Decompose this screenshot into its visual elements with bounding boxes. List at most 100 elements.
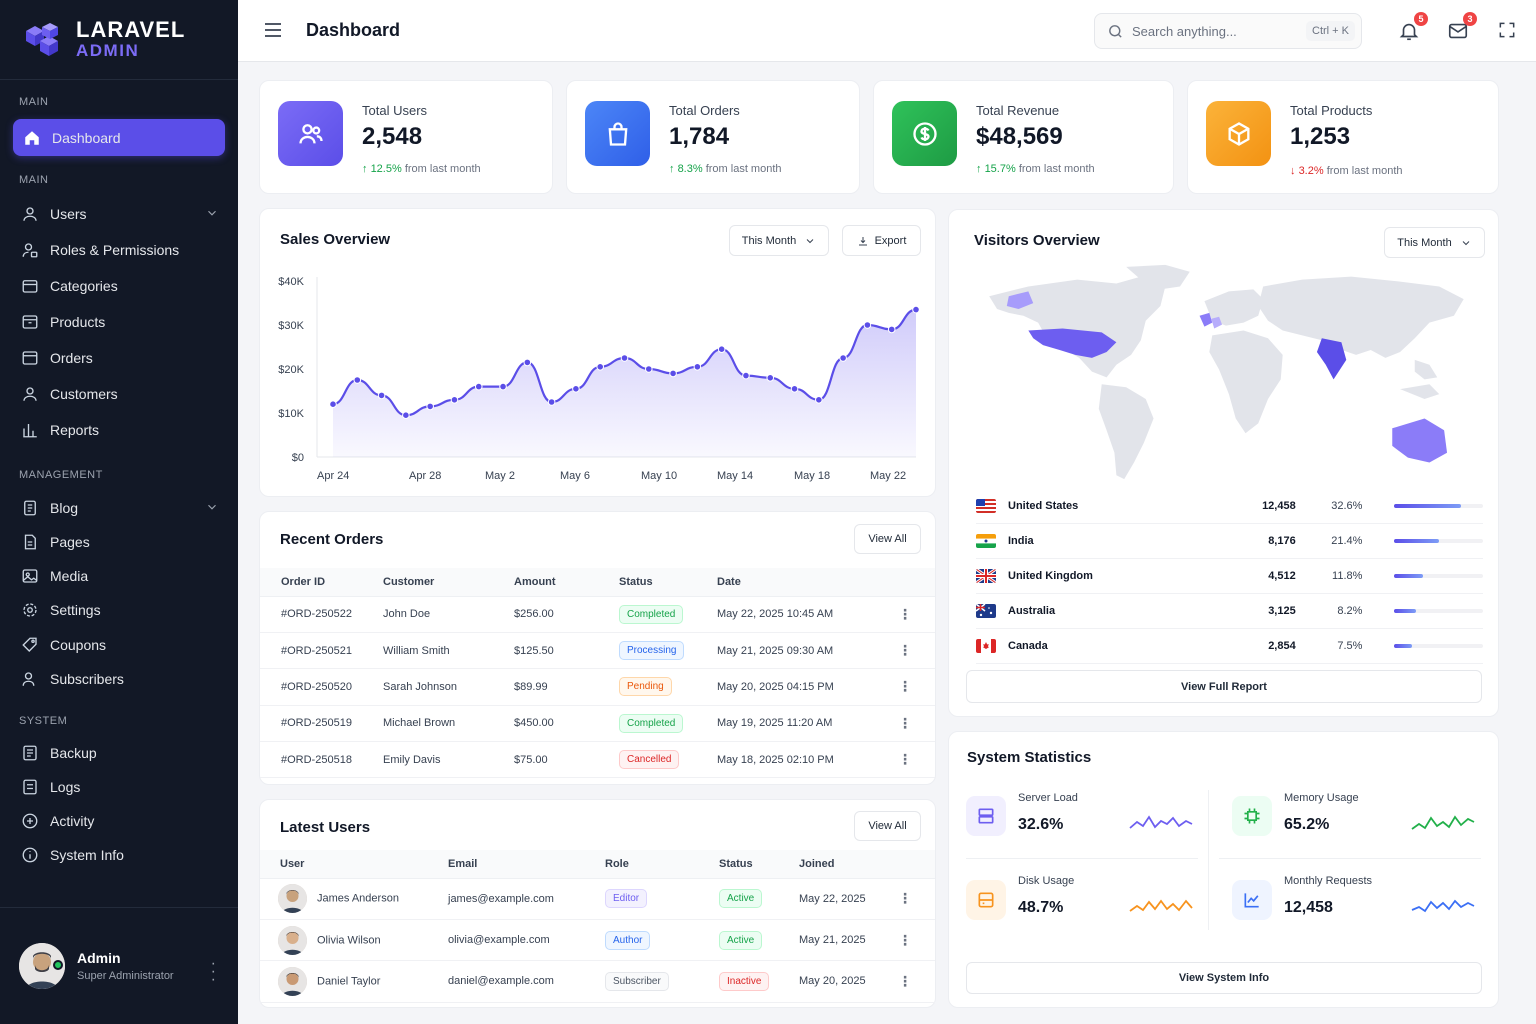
data-point	[450, 396, 459, 404]
search-shortcut: Ctrl + K	[1306, 21, 1355, 41]
orders-view-all-button[interactable]: View All	[854, 524, 921, 554]
data-point	[596, 363, 605, 371]
flag-icon	[976, 534, 996, 548]
col-status: Status	[719, 850, 799, 879]
data-point	[717, 345, 726, 353]
table-row[interactable]: James Anderson james@example.com Editor …	[260, 878, 935, 920]
messages-button[interactable]: 3	[1447, 12, 1477, 42]
table-row[interactable]: #ORD-250521 William Smith $125.50 Proces…	[260, 632, 935, 670]
user-joined: May 22, 2025	[799, 878, 875, 920]
users-view-all-button[interactable]: View All	[854, 811, 921, 841]
status-badge: Completed	[619, 713, 684, 733]
x-tick-label: May 18	[794, 470, 830, 482]
user-cell: James Anderson	[260, 878, 448, 920]
data-point	[377, 391, 386, 400]
download-icon	[858, 236, 867, 245]
bell-icon	[1399, 23, 1419, 41]
search-input[interactable]	[1132, 23, 1292, 39]
data-point	[499, 382, 507, 391]
sidebar-item-logs[interactable]: Logs	[13, 769, 225, 805]
table-row[interactable]: #ORD-250518 Emily Davis $75.00 Cancelled…	[260, 741, 935, 779]
users-table: User Email Role Status Joined James Ande…	[260, 850, 935, 1003]
user-lock-icon	[22, 243, 38, 258]
sidebar-item-subscribers[interactable]: Subscribers	[13, 661, 225, 697]
row-actions-icon[interactable]: ⋮	[875, 878, 935, 920]
image-icon	[22, 569, 38, 583]
country-name: Canada	[1008, 640, 1048, 652]
period-select[interactable]: This Month	[729, 225, 829, 256]
order-status-cell: Pending	[619, 668, 717, 706]
row-actions-icon[interactable]: ⋮	[875, 632, 935, 670]
shopping-bag-icon	[585, 101, 650, 166]
row-actions-icon[interactable]: ⋮	[875, 668, 935, 706]
row-actions-icon[interactable]: ⋮	[875, 741, 935, 779]
row-actions-icon[interactable]: ⋮	[875, 596, 935, 633]
col-user: User	[260, 850, 448, 879]
share-bar-fill	[1394, 539, 1439, 543]
sidebar-item-pages[interactable]: Pages	[13, 524, 225, 560]
status-badge: Active	[719, 930, 763, 950]
order-customer: Michael Brown	[383, 705, 514, 743]
card-title: Latest Users	[280, 819, 371, 836]
sidebar-item-reports[interactable]: Reports	[13, 412, 225, 448]
sidebar-item-orders[interactable]: Orders	[13, 340, 225, 376]
logo-line1: LARAVEL	[76, 17, 186, 42]
table-row[interactable]: #ORD-250520 Sarah Johnson $89.99 Pending…	[260, 668, 935, 706]
sidebar-item-roles[interactable]: Roles & Permissions	[13, 232, 225, 268]
view-full-report-button[interactable]: View Full Report	[966, 670, 1482, 703]
sidebar-item-activity[interactable]: Activity	[13, 803, 225, 839]
status-badge: Inactive	[719, 971, 770, 991]
sidebar-user-card[interactable]: Admin Super Administrator · · ·	[0, 907, 238, 1024]
user-status-cell: Active	[719, 919, 799, 962]
sidebar-item-categories[interactable]: Categories	[13, 268, 225, 304]
table-row[interactable]: Olivia Wilson olivia@example.com Author …	[260, 919, 935, 962]
view-system-info-button[interactable]: View System Info	[966, 962, 1482, 994]
sidebar-item-media[interactable]: Media	[13, 558, 225, 594]
stat-label: Total Revenue	[976, 103, 1060, 118]
tag-icon	[22, 637, 37, 652]
x-tick-label: Apr 28	[409, 470, 441, 482]
notifications-button[interactable]: 5	[1398, 12, 1428, 42]
sidebar-item-settings[interactable]: Settings	[13, 592, 225, 628]
more-vertical-icon[interactable]: · · ·	[210, 955, 216, 988]
row-actions-icon[interactable]: ⋮	[875, 705, 935, 743]
folder-icon	[22, 280, 38, 293]
memory-usage-sparkline	[1411, 815, 1475, 830]
sidebar-item-label: Orders	[50, 350, 93, 366]
order-date: May 18, 2025 02:10 PM	[717, 741, 875, 779]
col-role: Role	[605, 850, 719, 879]
sidebar-item-users[interactable]: Users	[13, 196, 225, 232]
sales-area	[333, 309, 916, 457]
fullscreen-button[interactable]	[1497, 20, 1519, 42]
card-title: Sales Overview	[280, 231, 391, 248]
stat-label: Disk Usage	[1018, 875, 1075, 887]
col-status: Status	[619, 568, 717, 597]
sidebar-item-customers[interactable]: Customers	[13, 376, 225, 412]
row-actions-icon[interactable]: ⋮	[875, 960, 935, 1003]
menu-icon[interactable]	[264, 22, 282, 38]
country-percent: 7.5%	[1337, 640, 1363, 652]
order-status-cell: Cancelled	[619, 741, 717, 779]
table-row[interactable]: #ORD-250519 Michael Brown $450.00 Comple…	[260, 705, 935, 743]
app-logo[interactable]: LARAVEL ADMIN	[0, 0, 238, 80]
export-button[interactable]: Export	[842, 225, 921, 256]
sidebar-item-system-info[interactable]: System Info	[13, 837, 225, 873]
status-badge: Pending	[619, 677, 672, 697]
table-row[interactable]: #ORD-250522 John Doe $256.00 Completed M…	[260, 596, 935, 633]
sidebar-item-blog[interactable]: Blog	[13, 490, 225, 526]
order-date: May 20, 2025 04:15 PM	[717, 668, 875, 706]
share-bar	[1394, 609, 1483, 613]
user-role-cell: Subscriber	[605, 960, 719, 1003]
sidebar-item-dashboard[interactable]: Dashboard	[13, 119, 225, 156]
row-actions-icon[interactable]: ⋮	[875, 919, 935, 962]
sidebar-item-products[interactable]: Products	[13, 304, 225, 340]
stat-card-orders: Total Orders 1,784 ↑ 8.3% from last mont…	[566, 80, 860, 194]
stat-card-products: Total Products 1,253 ↓ 3.2% from last mo…	[1187, 80, 1499, 194]
sidebar-item-backup[interactable]: Backup	[13, 735, 225, 771]
user-joined: May 20, 2025	[799, 960, 875, 1003]
visitors-period-select[interactable]: This Month	[1384, 227, 1485, 258]
search-box[interactable]: Ctrl + K	[1094, 13, 1362, 49]
table-row[interactable]: Daniel Taylor daniel@example.com Subscri…	[260, 960, 935, 1003]
sidebar-item-label: Subscribers	[50, 671, 124, 687]
sidebar-item-coupons[interactable]: Coupons	[13, 627, 225, 663]
